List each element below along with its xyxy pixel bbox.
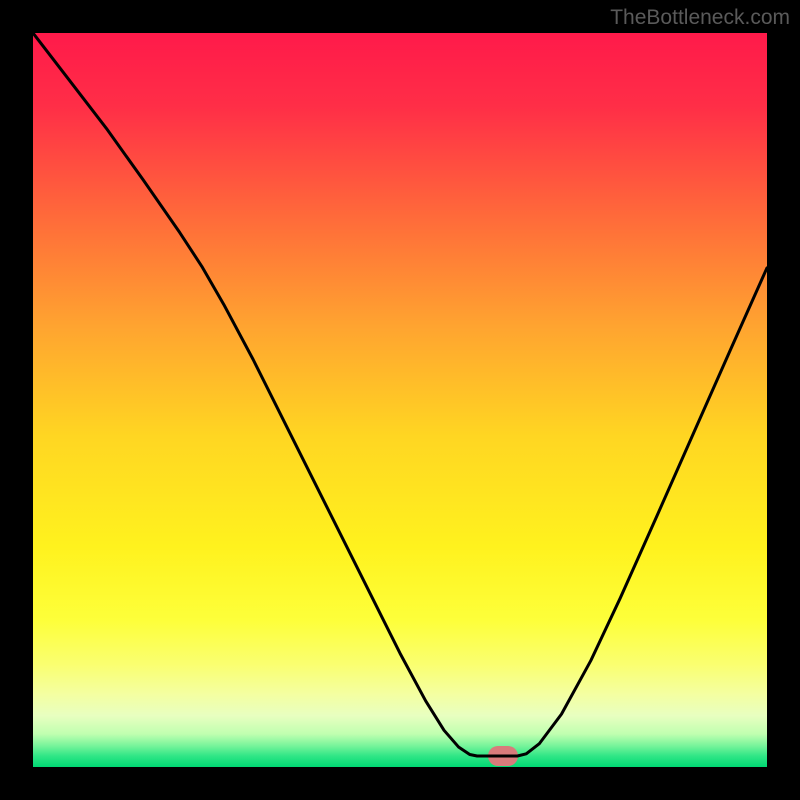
watermark-text: TheBottleneck.com [610,6,790,30]
curve-path [33,33,767,756]
plot-area [33,33,767,767]
bottleneck-curve [33,33,767,767]
